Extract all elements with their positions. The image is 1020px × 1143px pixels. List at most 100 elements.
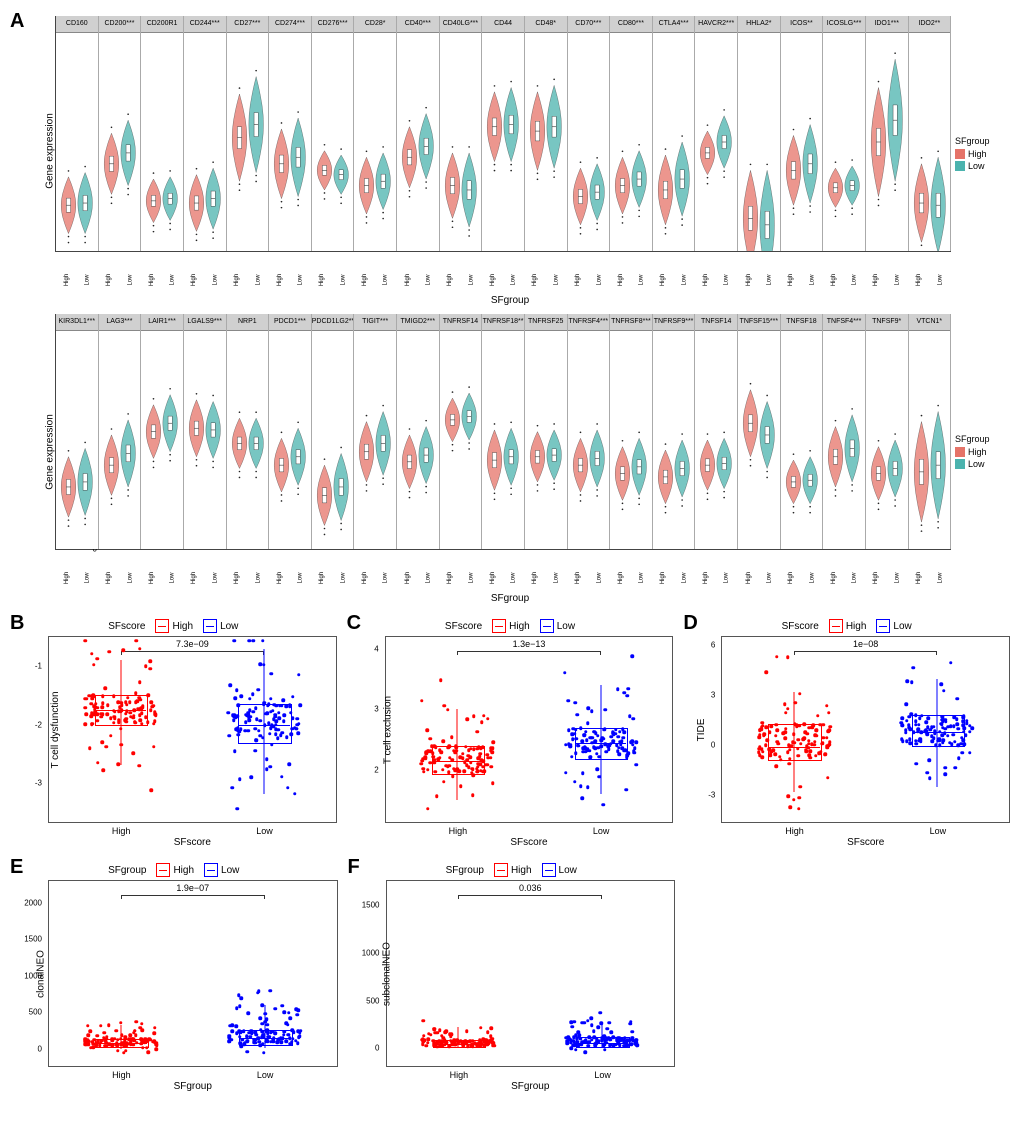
legend-swatch xyxy=(492,619,506,633)
violin-facet: TNFSF18HighLow xyxy=(781,314,824,549)
facet-body xyxy=(909,331,951,549)
facet-header: TNFRSF14 xyxy=(440,314,482,331)
facet-body xyxy=(653,33,695,251)
legend-swatch-high xyxy=(955,149,965,159)
facet-body xyxy=(397,331,439,549)
legend-item-low: Low xyxy=(542,863,577,877)
panel-e: ESFgroupHighLowclonalNEO0500100015002000… xyxy=(10,856,338,1095)
facet-xlabels: HighLow xyxy=(440,575,482,581)
box-group-low xyxy=(213,881,317,1066)
facet-xlabels: HighLow xyxy=(312,277,354,283)
facet-body xyxy=(738,33,780,251)
violin-facet: CD276***HighLow xyxy=(312,16,355,251)
facet-header: HHLA2* xyxy=(738,16,780,33)
facet-xlabels: HighLow xyxy=(354,277,396,283)
legend-swatch xyxy=(204,863,218,877)
facet-body xyxy=(184,331,226,549)
facet-header: LAG3*** xyxy=(99,314,141,331)
violin-facet: TNFSF15***HighLow xyxy=(738,314,781,549)
legend-item-high: High xyxy=(955,447,1010,457)
facet-header: TNFSF14 xyxy=(695,314,737,331)
legend-label: Low xyxy=(559,865,577,876)
facet-header: CTLA4*** xyxy=(653,16,695,33)
legend-label: Low xyxy=(220,621,238,632)
y-ticks: 050010001500 xyxy=(359,881,383,1066)
facet-header: CD28* xyxy=(354,16,396,33)
facet-body xyxy=(56,33,98,251)
x-axis-title: SFscore xyxy=(49,837,336,848)
facet-xlabels: HighLow xyxy=(823,575,865,581)
facet-body xyxy=(525,331,567,549)
violin-facet: HAVCR2***HighLow xyxy=(695,16,738,251)
violin-facet: CD160HighLow xyxy=(56,16,99,251)
facet-header: ICOS** xyxy=(781,16,823,33)
violin-plot-area-2: 04812 KIR3DL1***HighLowLAG3***HighLowLAI… xyxy=(55,314,951,550)
y-ticks: -3036 xyxy=(694,637,718,822)
box-group-high xyxy=(742,637,845,822)
legend-swatch xyxy=(203,619,217,633)
facet-header: CD44 xyxy=(482,16,524,33)
legend-swatch xyxy=(156,863,170,877)
y-axis-label: Gene expression xyxy=(44,113,55,189)
facet-header: TNFSF4*** xyxy=(823,314,865,331)
facet-body xyxy=(738,331,780,549)
facet-body xyxy=(354,331,396,549)
y-axis-label: T cell dysfunction xyxy=(50,691,61,768)
legend-title: SFscore xyxy=(782,621,819,632)
violin-facet: ICOSLG***HighLow xyxy=(823,16,866,251)
violin-facet: TNFRSF4***HighLow xyxy=(568,314,611,549)
violin-facet: CD28*HighLow xyxy=(354,16,397,251)
facet-header: HAVCR2*** xyxy=(695,16,737,33)
legend-swatch-high xyxy=(955,447,965,457)
legend-sfgroup: SFgroup High Low xyxy=(951,314,1010,590)
facet-body xyxy=(482,33,524,251)
facet-body xyxy=(823,33,865,251)
facet-xlabels: HighLow xyxy=(610,575,652,581)
legend-item-high: High xyxy=(494,863,532,877)
facet-xlabels: HighLow xyxy=(397,277,439,283)
legend-swatch xyxy=(829,619,843,633)
facet-xlabels: HighLow xyxy=(227,575,269,581)
facet-body xyxy=(610,33,652,251)
legend-item-low: Low xyxy=(955,161,1010,171)
legend-title: SFscore xyxy=(108,621,145,632)
x-axis-labels: HighLow xyxy=(49,1070,337,1080)
facet-xlabels: HighLow xyxy=(695,277,737,283)
box-group-high xyxy=(69,881,173,1066)
legend-label: Low xyxy=(893,621,911,632)
facet-xlabels: HighLow xyxy=(653,575,695,581)
legend-label: High xyxy=(173,865,194,876)
facet-body xyxy=(269,331,311,549)
violin-facet: TNFRSF8***HighLow xyxy=(610,314,653,549)
violin-facet: TNFRSF18**HighLow xyxy=(482,314,525,549)
x-axis-label: SFgroup xyxy=(10,593,1010,604)
legend-label: High xyxy=(511,865,532,876)
facet-body xyxy=(909,33,951,251)
legend-title: SFgroup xyxy=(955,136,1010,146)
legend-item-low: Low xyxy=(540,619,575,633)
violin-facet: CTLA4***HighLow xyxy=(653,16,696,251)
box-group-high xyxy=(406,637,509,822)
box-chart: T cell exclusion234HighLowSFscore1.3e−13 xyxy=(385,636,674,823)
facet-header: TNFSF18 xyxy=(781,314,823,331)
facet-header: PDCD1LG2** xyxy=(312,314,354,331)
box-legend: SFgroupHighLow xyxy=(10,860,338,880)
violin-facet: CD244***HighLow xyxy=(184,16,227,251)
violin-facet: CD40LG***HighLow xyxy=(440,16,483,251)
facet-xlabels: HighLow xyxy=(440,277,482,283)
violin-facet: CD80***HighLow xyxy=(610,16,653,251)
legend-label-low: Low xyxy=(968,459,985,469)
legend-item-low: Low xyxy=(203,619,238,633)
violin-facet: LAIR1***HighLow xyxy=(141,314,184,549)
legend-label: High xyxy=(172,621,193,632)
violin-facet: CD48*HighLow xyxy=(525,16,568,251)
violin-facet: TNFRSF9***HighLow xyxy=(653,314,696,549)
panel-b: BSFscoreHighLowT cell dysfunction-3-2-1H… xyxy=(10,612,337,851)
y-ticks: 234 xyxy=(358,637,382,822)
facet-header: CD244*** xyxy=(184,16,226,33)
facet-body xyxy=(227,331,269,549)
facet-body xyxy=(781,33,823,251)
box-chart: clonalNEO0500100015002000HighLowSFgroup1… xyxy=(48,880,338,1067)
facet-xlabels: HighLow xyxy=(56,277,98,283)
violin-facet: CD44HighLow xyxy=(482,16,525,251)
